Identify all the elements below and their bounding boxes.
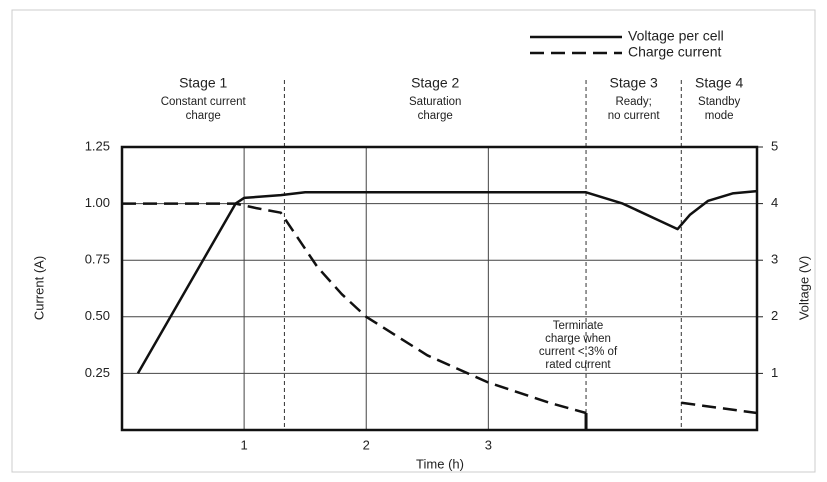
stage-text: charge (418, 110, 453, 122)
annotation: rated current (545, 359, 611, 371)
y-tick-label: 1.00 (85, 195, 110, 210)
x-axis-label: Time (h) (416, 456, 464, 471)
y2-tick-label: 1 (771, 365, 778, 380)
y-tick-label: 0.50 (85, 308, 110, 323)
x-tick-label: 2 (363, 437, 370, 452)
stage-text: no current (608, 110, 661, 122)
stage-text: charge (186, 110, 221, 122)
x-tick-label: 3 (485, 437, 492, 452)
x-tick-label: 1 (240, 437, 247, 452)
stage-text: Standby (698, 96, 740, 108)
y-tick-label: 0.75 (85, 252, 110, 267)
legend-label: Charge current (628, 44, 721, 60)
y-axis-label: Current (A) (31, 256, 46, 320)
stage-title: Stage 1 (179, 75, 227, 91)
stage-title: Stage 3 (610, 75, 658, 91)
stage-title: Stage 2 (411, 75, 459, 91)
y-tick-label: 0.25 (85, 365, 110, 380)
stage-text: Ready; (615, 96, 651, 108)
chart: Time (h) Current (A) Voltage (V) 1.25 1.0… (0, 0, 827, 482)
stage-text: Constant current (161, 96, 247, 108)
y2-tick-label: 5 (771, 138, 778, 153)
stage-text: Saturation (409, 96, 461, 108)
y2-axis-label: Voltage (V) (796, 256, 811, 320)
y2-tick-label: 2 (771, 308, 778, 323)
annotation: Terminate (553, 320, 604, 332)
stage-title: Stage 4 (695, 75, 743, 91)
y-tick-label: 1.25 (85, 138, 110, 153)
annotation: current < 3% of (539, 346, 618, 358)
stage-text: mode (705, 110, 734, 122)
y2-tick-label: 4 (771, 195, 778, 210)
y2-tick-label: 3 (771, 252, 778, 267)
legend-label: Voltage per cell (628, 28, 724, 44)
annotation: charge when (545, 333, 611, 345)
